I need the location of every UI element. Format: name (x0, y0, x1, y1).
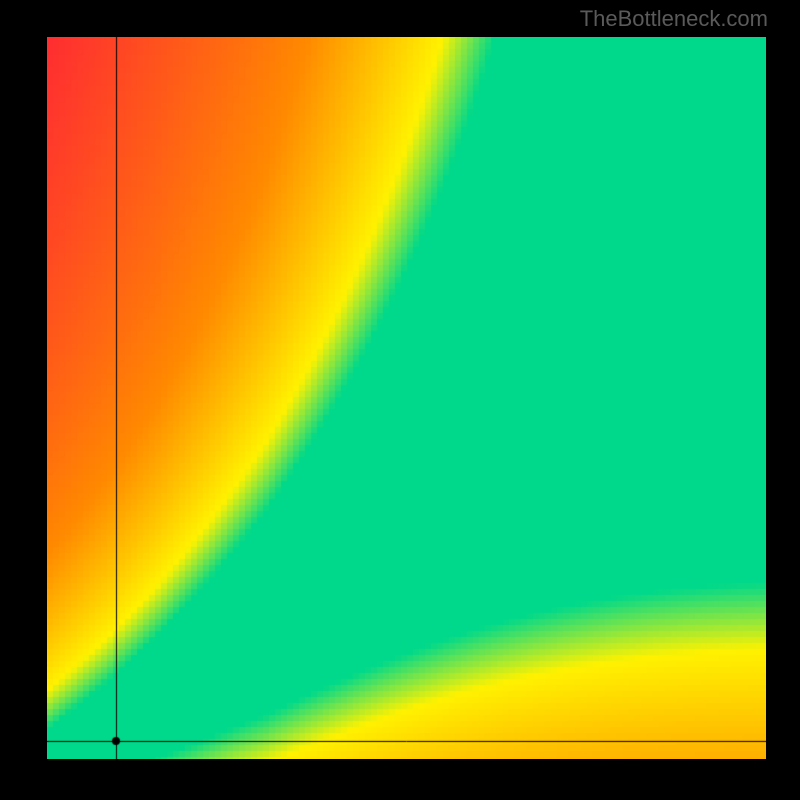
watermark-text: TheBottleneck.com (580, 6, 768, 32)
bottleneck-heatmap (47, 37, 766, 759)
